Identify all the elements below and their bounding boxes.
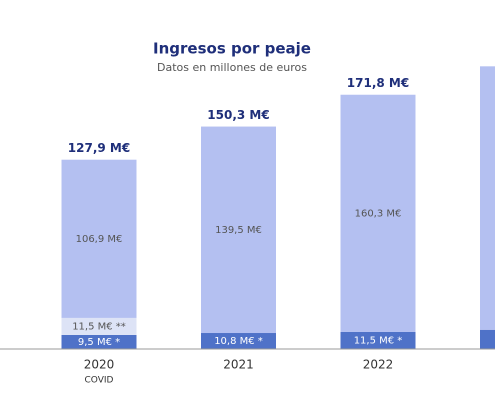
total-label: 127,9 M€	[68, 141, 130, 155]
chart-subtitle: Datos en millones de euros	[157, 61, 307, 74]
bar-segment	[61, 317, 137, 335]
segment-label: 139,5 M€	[215, 225, 262, 236]
bar-segment	[61, 334, 137, 349]
chart-title: Ingresos por peaje	[153, 40, 311, 58]
total-label: 171,8 M€	[347, 76, 409, 90]
bar-segment	[201, 333, 276, 349]
x-tick-label: 2020	[84, 358, 115, 372]
bar-segment	[480, 66, 495, 330]
x-tick-label: 2021	[223, 358, 254, 372]
segment-label: 10,8 M€ *	[214, 336, 263, 347]
segment-label: 11,5 M€ *	[354, 335, 403, 346]
bar-segment	[480, 329, 495, 349]
bar-segment	[340, 331, 416, 349]
total-label: 150,3 M€	[207, 108, 269, 122]
bar-segment	[340, 94, 416, 332]
segment-label: 160,3 M€	[355, 208, 402, 219]
x-tick-label: 2022	[363, 358, 394, 372]
x-tick-sublabel: COVID	[85, 376, 114, 386]
segment-label: 11,5 M€ **	[72, 321, 126, 332]
bar-segment	[201, 126, 276, 334]
segment-label: 106,9 M€	[76, 234, 123, 245]
segment-label: 9,5 M€ *	[78, 337, 120, 348]
bar-segment	[61, 159, 137, 318]
